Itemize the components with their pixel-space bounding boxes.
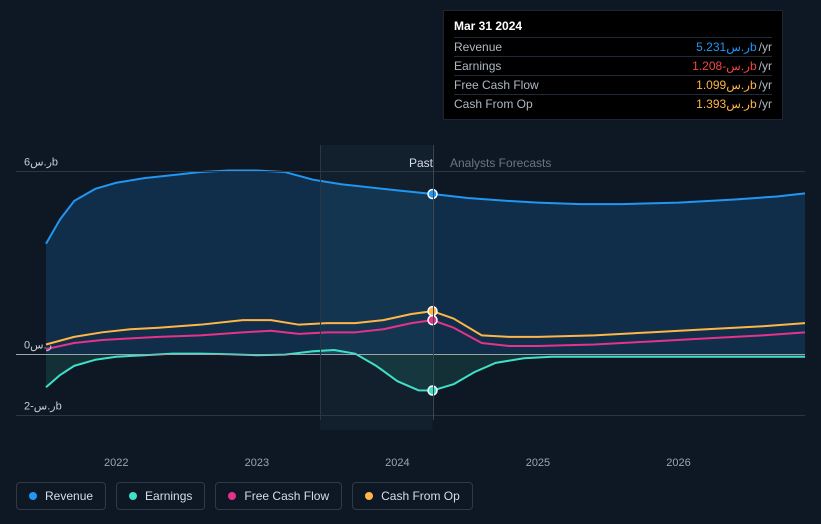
y-axis-label: ر.س-2b xyxy=(24,399,62,412)
gridline xyxy=(16,171,805,172)
past-label: Past xyxy=(409,156,433,170)
tooltip-row-value: ر.س-1.208b /yr xyxy=(692,59,772,73)
tooltip-row-label: Cash From Op xyxy=(454,97,533,111)
legend-item-cash_from_op[interactable]: Cash From Op xyxy=(352,482,473,510)
legend-dot-icon xyxy=(129,492,137,500)
gridline xyxy=(16,415,805,416)
legend-label: Cash From Op xyxy=(381,489,460,503)
gridline xyxy=(16,354,805,355)
legend-dot-icon xyxy=(228,492,236,500)
legend-dot-icon xyxy=(365,492,373,500)
highlight-vline xyxy=(433,145,434,420)
legend-dot-icon xyxy=(29,492,37,500)
tooltip-row-value: ر.س1.099b /yr xyxy=(696,78,772,92)
tooltip-row-value: ر.س5.231b /yr xyxy=(696,40,772,54)
legend-label: Revenue xyxy=(45,489,93,503)
tooltip-row-value: ر.س1.393b /yr xyxy=(696,97,772,111)
y-axis-label: ر.س0 xyxy=(24,338,52,351)
y-axis-label: ر.س6b xyxy=(24,155,58,168)
tooltip-row-label: Earnings xyxy=(454,59,501,73)
legend-item-free_cash_flow[interactable]: Free Cash Flow xyxy=(215,482,342,510)
tooltip-row: Earnings ر.س-1.208b /yr xyxy=(454,56,772,75)
chart-legend: Revenue Earnings Free Cash Flow Cash From O… xyxy=(16,482,473,510)
revenue-area xyxy=(46,171,805,354)
tooltip-row: Cash From Op ر.س1.393b /yr xyxy=(454,94,772,113)
forecasts-label: Analysts Forecasts xyxy=(450,156,551,170)
legend-label: Free Cash Flow xyxy=(244,489,329,503)
chart-tooltip: Mar 31 2024 Revenue ر.س5.231b /yr Earnings… xyxy=(443,10,783,120)
tooltip-date: Mar 31 2024 xyxy=(454,19,772,37)
tooltip-row-label: Free Cash Flow xyxy=(454,78,539,92)
past-forecast-divider xyxy=(320,145,321,420)
tooltip-row: Revenue ر.س5.231b /yr xyxy=(454,37,772,56)
legend-label: Earnings xyxy=(145,489,192,503)
legend-item-earnings[interactable]: Earnings xyxy=(116,482,205,510)
legend-item-revenue[interactable]: Revenue xyxy=(16,482,106,510)
tooltip-row: Free Cash Flow ر.س1.099b /yr xyxy=(454,75,772,94)
tooltip-row-label: Revenue xyxy=(454,40,502,54)
